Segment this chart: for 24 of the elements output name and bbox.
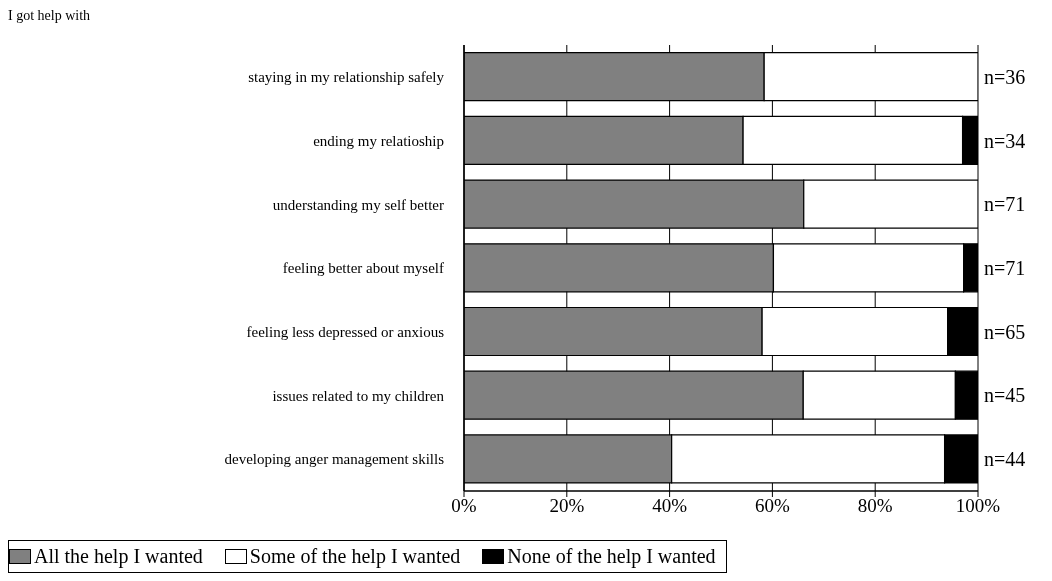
text: n=71 bbox=[984, 193, 1026, 216]
x-tick-label: 40% bbox=[652, 495, 688, 517]
legend-label: All the help I wanted bbox=[33, 545, 203, 568]
x-tick-label: 20% bbox=[549, 495, 585, 517]
legend-label: Some of the help I wanted bbox=[248, 545, 461, 568]
text: n=44 bbox=[984, 448, 1026, 471]
text: n=34 bbox=[984, 129, 1026, 152]
y-tick-label: developing anger management skills bbox=[224, 451, 445, 468]
y-tick-label: feeling better about myself bbox=[282, 260, 444, 277]
text: I got help with bbox=[8, 8, 91, 24]
text: n=45 bbox=[984, 384, 1026, 407]
y-tick-label: understanding my self better bbox=[272, 196, 444, 213]
y-tick-label: ending my relatioship bbox=[313, 132, 444, 149]
text: n=36 bbox=[984, 65, 1026, 88]
x-tick-label: 0% bbox=[451, 495, 477, 517]
y-tick-label: feeling less depressed or anxious bbox=[246, 324, 445, 341]
text: n=65 bbox=[984, 320, 1026, 343]
x-tick-label: 80% bbox=[857, 495, 893, 517]
text: n=71 bbox=[984, 257, 1026, 279]
x-tick-label: 60% bbox=[754, 495, 790, 517]
legend-label: None of the help I wanted bbox=[506, 545, 716, 568]
y-tick-label: staying in my relationship safely bbox=[248, 69, 445, 86]
y-tick-label: issues related to my children bbox=[272, 387, 445, 404]
x-tick-label: 100% bbox=[955, 495, 1001, 517]
